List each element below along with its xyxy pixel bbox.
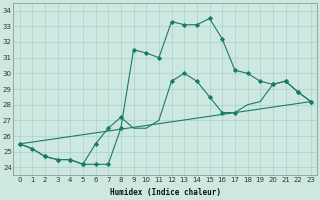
Point bbox=[296, 91, 301, 94]
Point bbox=[220, 37, 225, 40]
Point bbox=[194, 80, 199, 83]
Point bbox=[207, 95, 212, 98]
Point bbox=[182, 23, 187, 26]
Point bbox=[144, 51, 149, 55]
Point bbox=[283, 80, 288, 83]
Point bbox=[258, 80, 263, 83]
Point bbox=[232, 69, 237, 72]
Point bbox=[156, 56, 161, 59]
Point bbox=[17, 142, 22, 146]
Point bbox=[182, 72, 187, 75]
Point bbox=[68, 158, 73, 161]
Point bbox=[106, 127, 111, 130]
Point bbox=[93, 163, 98, 166]
Point bbox=[131, 48, 136, 51]
Point bbox=[283, 80, 288, 83]
Point bbox=[118, 127, 124, 130]
Point bbox=[106, 163, 111, 166]
Point bbox=[245, 72, 250, 75]
Point bbox=[80, 163, 85, 166]
Point bbox=[308, 100, 314, 103]
Point bbox=[55, 158, 60, 161]
X-axis label: Humidex (Indice chaleur): Humidex (Indice chaleur) bbox=[110, 188, 221, 197]
Point bbox=[296, 91, 301, 94]
Point bbox=[232, 111, 237, 114]
Point bbox=[270, 83, 276, 86]
Point bbox=[118, 116, 124, 119]
Point bbox=[17, 142, 22, 146]
Point bbox=[42, 155, 47, 158]
Point bbox=[220, 111, 225, 114]
Point bbox=[68, 158, 73, 161]
Point bbox=[169, 20, 174, 23]
Point bbox=[93, 142, 98, 146]
Point bbox=[169, 80, 174, 83]
Point bbox=[30, 147, 35, 150]
Point bbox=[42, 155, 47, 158]
Point bbox=[207, 17, 212, 20]
Point bbox=[80, 163, 85, 166]
Point bbox=[270, 83, 276, 86]
Point bbox=[194, 23, 199, 26]
Point bbox=[55, 158, 60, 161]
Point bbox=[308, 100, 314, 103]
